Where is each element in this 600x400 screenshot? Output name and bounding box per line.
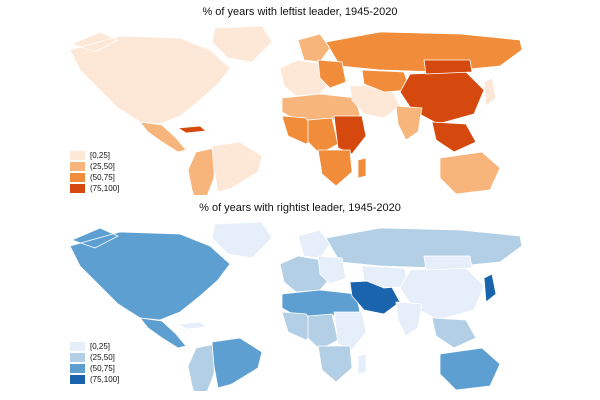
region-central-asia xyxy=(361,265,411,289)
region-greenland xyxy=(211,221,273,259)
region-brazil xyxy=(211,337,263,389)
region-cuba xyxy=(176,321,207,330)
legend-item: (25,50] xyxy=(70,352,119,363)
legend-label: (25,50] xyxy=(90,162,115,171)
region-north-america xyxy=(69,227,231,321)
region-scandinavia xyxy=(297,33,331,63)
region-japan xyxy=(483,273,497,303)
region-central-america xyxy=(139,317,187,349)
legend-item: (75,100] xyxy=(70,374,119,385)
legend-swatch xyxy=(70,375,85,384)
region-central-africa xyxy=(307,313,339,351)
region-australia xyxy=(439,151,501,195)
map-title-leftist: % of years with leftist leader, 1945-202… xyxy=(202,6,398,18)
legend-label: (25,50] xyxy=(90,353,115,362)
region-southern-africa xyxy=(317,345,353,383)
region-russia xyxy=(325,227,523,269)
region-southeast-asia xyxy=(431,121,477,153)
legend-swatch xyxy=(70,151,85,160)
legend-swatch xyxy=(70,342,85,351)
region-south-america xyxy=(187,147,216,195)
legend-label: (75,100] xyxy=(90,184,120,193)
legend-swatch xyxy=(70,364,85,373)
region-central-africa xyxy=(307,117,339,155)
region-south-america xyxy=(187,343,216,391)
region-cuba xyxy=(176,125,207,134)
legend-item: (50,75] xyxy=(70,172,119,183)
legend-item: (25,50] xyxy=(70,161,119,172)
world-map-rightist xyxy=(69,221,523,391)
region-eastern-europe xyxy=(317,59,347,89)
legend-item: [0,25] xyxy=(70,341,119,352)
region-eastern-europe xyxy=(317,255,347,285)
region-southeast-asia xyxy=(431,317,477,349)
legend-leftist: [0,25] (25,50] (50,75] (75,100] xyxy=(70,150,119,194)
legend-rightist: [0,25] (25,50] (50,75] (75,100] xyxy=(70,341,119,385)
region-north-america xyxy=(69,31,231,125)
map-title-rightist: % of years with rightist leader, 1945-20… xyxy=(199,202,401,214)
region-east-africa xyxy=(333,311,367,351)
legend-label: (75,100] xyxy=(90,375,120,384)
region-east-africa xyxy=(333,115,367,155)
region-australia xyxy=(439,347,501,391)
legend-swatch xyxy=(70,173,85,182)
region-mongolia xyxy=(423,59,473,75)
legend-label: [0,25] xyxy=(90,151,111,160)
region-brazil xyxy=(211,141,263,193)
legend-swatch xyxy=(70,353,85,362)
region-india xyxy=(395,105,423,141)
region-japan xyxy=(483,77,497,107)
region-central-asia xyxy=(361,69,411,93)
legend-item: (50,75] xyxy=(70,363,119,374)
region-scandinavia xyxy=(297,229,331,259)
region-madagascar xyxy=(357,353,367,375)
legend-swatch xyxy=(70,162,85,171)
region-mongolia xyxy=(423,255,473,271)
region-greenland xyxy=(211,25,273,63)
region-southern-africa xyxy=(317,149,353,187)
legend-item: [0,25] xyxy=(70,150,119,161)
region-central-america xyxy=(139,121,187,153)
region-russia xyxy=(325,31,523,73)
legend-label: [0,25] xyxy=(90,342,111,351)
legend-label: (50,75] xyxy=(90,173,115,182)
legend-label: (50,75] xyxy=(90,364,115,373)
region-india xyxy=(395,301,423,337)
legend-item: (75,100] xyxy=(70,183,119,194)
region-madagascar xyxy=(357,157,367,179)
legend-swatch xyxy=(70,184,85,193)
world-map-leftist xyxy=(69,25,523,195)
